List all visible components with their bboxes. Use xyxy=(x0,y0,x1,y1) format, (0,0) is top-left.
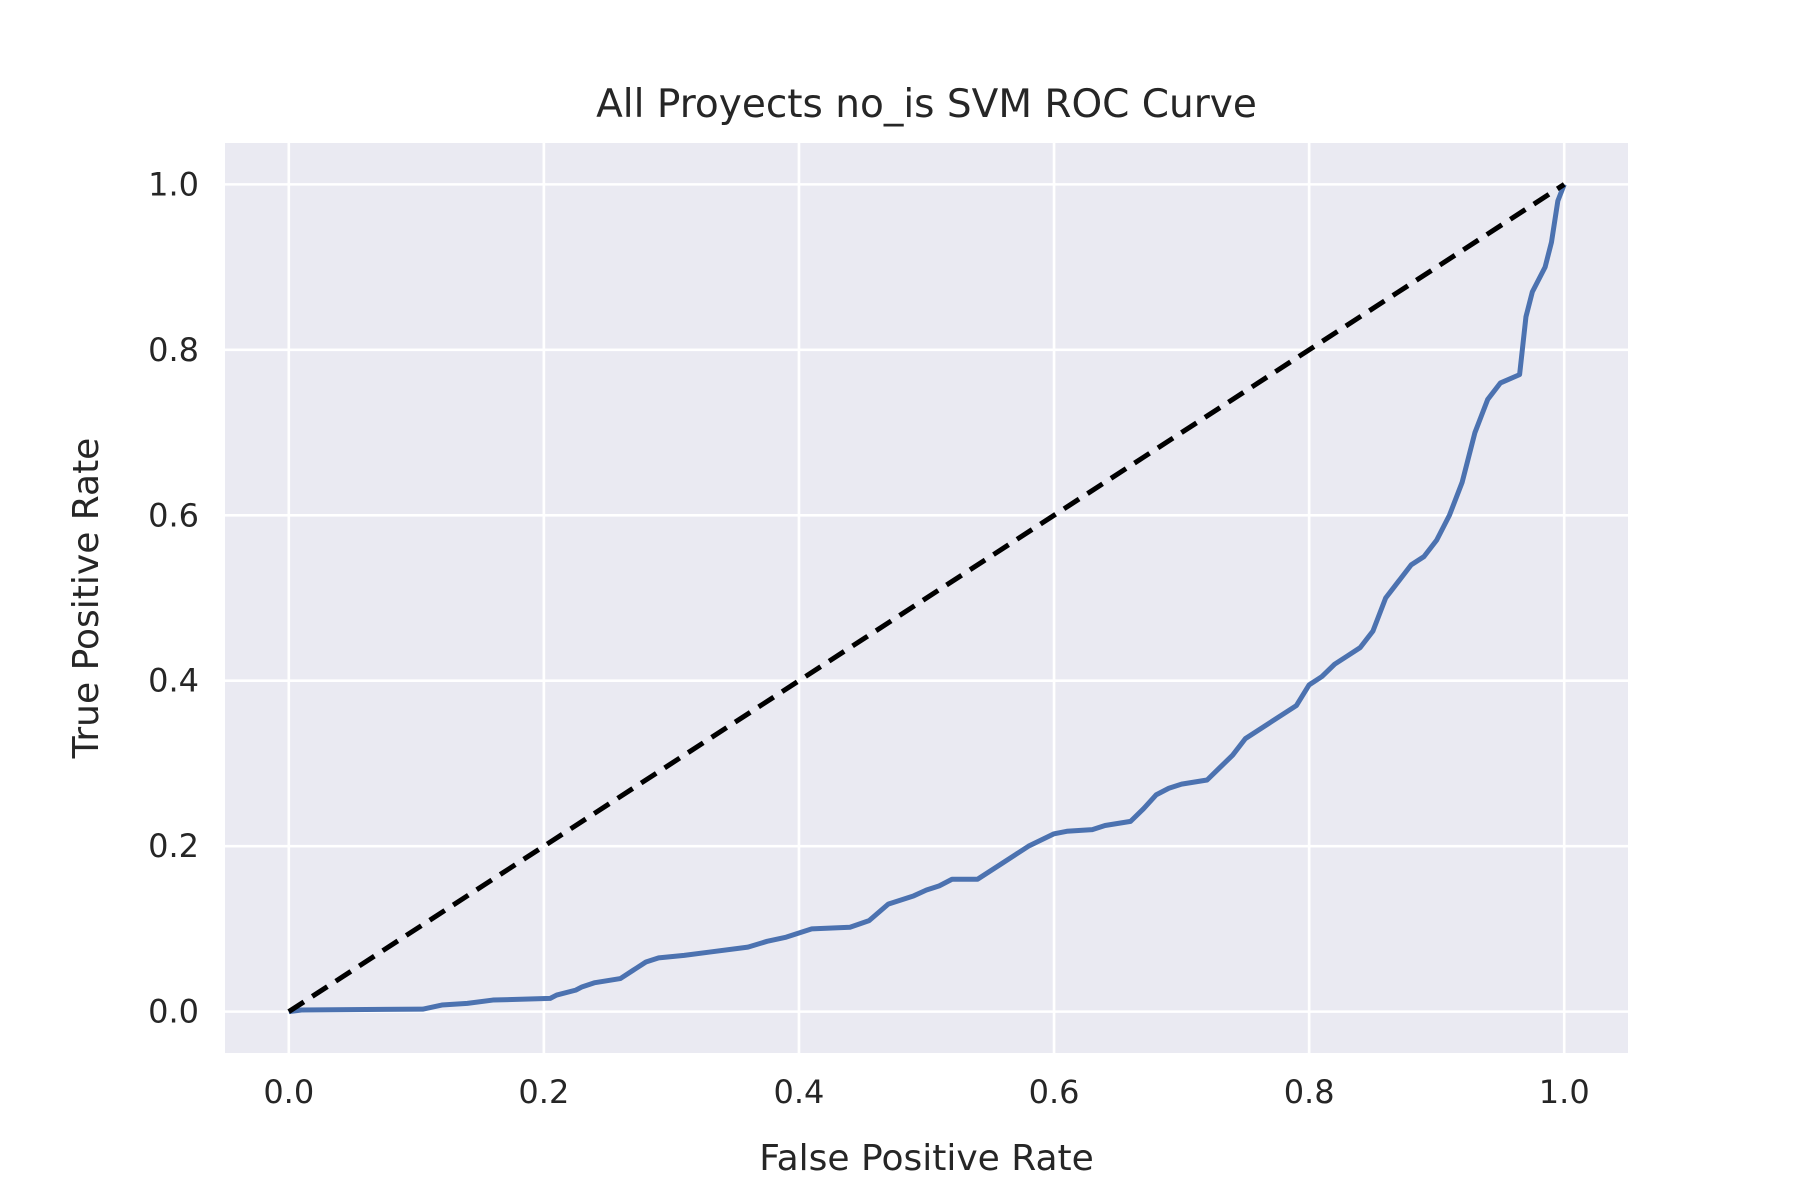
x-tick-label: 0.4 xyxy=(774,1073,825,1111)
y-axis-label: True Positive Rate xyxy=(66,438,107,760)
grid xyxy=(225,143,1628,1053)
x-axis-label: False Positive Rate xyxy=(759,1138,1094,1179)
x-tick-label: 0.0 xyxy=(263,1073,314,1111)
y-tick-label: 0.8 xyxy=(148,331,199,369)
x-tick-label: 0.2 xyxy=(518,1073,569,1111)
tick-labels: 0.0 0.2 0.4 0.6 0.8 1.0 0.0 0.2 0.4 0.6 0.8 1.0 xyxy=(148,165,1590,1111)
y-tick-label: 0.2 xyxy=(148,827,199,865)
chart-title: All Proyects no_is SVM ROC Curve xyxy=(596,82,1257,127)
y-tick-label: 1.0 xyxy=(148,165,199,203)
diagonal-reference-line xyxy=(287,182,1566,1014)
x-tick-label: 1.0 xyxy=(1539,1073,1590,1111)
x-tick-label: 0.6 xyxy=(1029,1073,1080,1111)
y-tick-label: 0.4 xyxy=(148,662,199,700)
chart-lines xyxy=(287,182,1567,1015)
y-tick-label: 0.0 xyxy=(148,993,199,1031)
roc-curve-line xyxy=(288,183,1567,1015)
y-tick-label: 0.6 xyxy=(148,496,199,534)
x-tick-label: 0.8 xyxy=(1284,1073,1335,1111)
